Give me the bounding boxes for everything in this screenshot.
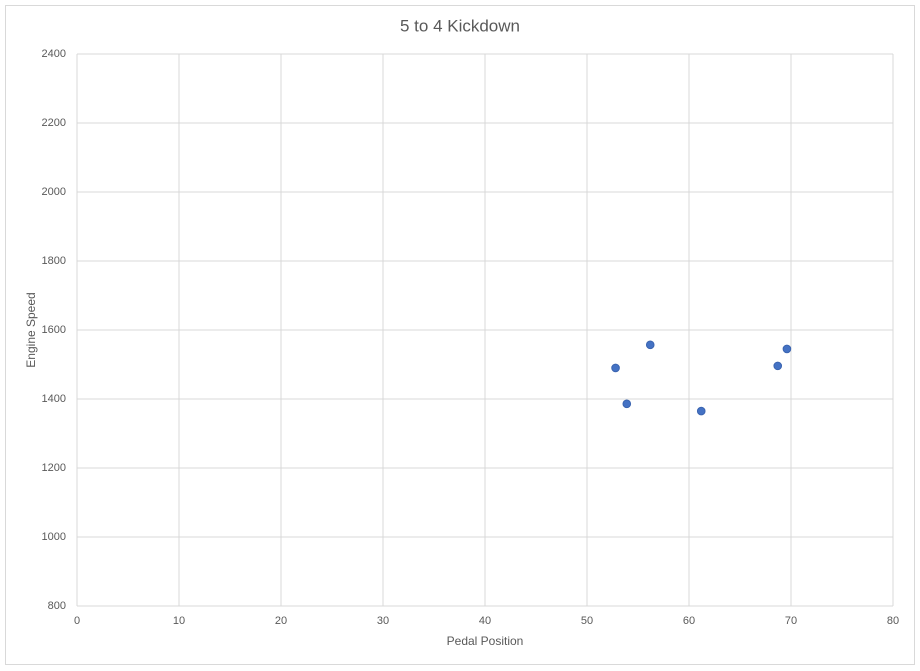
- y-tick-label: 1400: [42, 393, 66, 405]
- y-tick-label: 1000: [42, 531, 66, 543]
- x-tick-label: 20: [275, 615, 287, 627]
- point: [611, 363, 620, 373]
- point: [782, 344, 792, 354]
- point: [645, 340, 655, 350]
- x-tick-label: 70: [785, 615, 797, 627]
- y-tick-label: 1800: [42, 255, 66, 267]
- x-tick-label: 80: [887, 615, 899, 627]
- y-axis-label: Engine Speed: [24, 292, 38, 367]
- point: [773, 361, 783, 371]
- y-tick-label: 800: [48, 600, 66, 612]
- y-tick-label: 2000: [42, 186, 66, 198]
- x-tick-label: 10: [173, 615, 185, 627]
- x-tick-label: 0: [74, 615, 80, 627]
- x-axis-label: Pedal Position: [447, 634, 524, 648]
- x-tick-label: 30: [377, 615, 389, 627]
- x-tick-label: 60: [683, 615, 695, 627]
- point: [622, 399, 632, 409]
- point: [696, 406, 706, 416]
- chart-border: [5, 5, 915, 665]
- x-tick-label: 50: [581, 615, 593, 627]
- y-tick-label: 1200: [42, 462, 66, 474]
- y-tick-label: 2400: [42, 48, 66, 60]
- y-tick-label: 2200: [42, 117, 66, 129]
- x-tick-label: 40: [479, 615, 491, 627]
- chart-title: 5 to 4 Kickdown: [400, 16, 520, 35]
- y-tick-label: 1600: [42, 324, 66, 336]
